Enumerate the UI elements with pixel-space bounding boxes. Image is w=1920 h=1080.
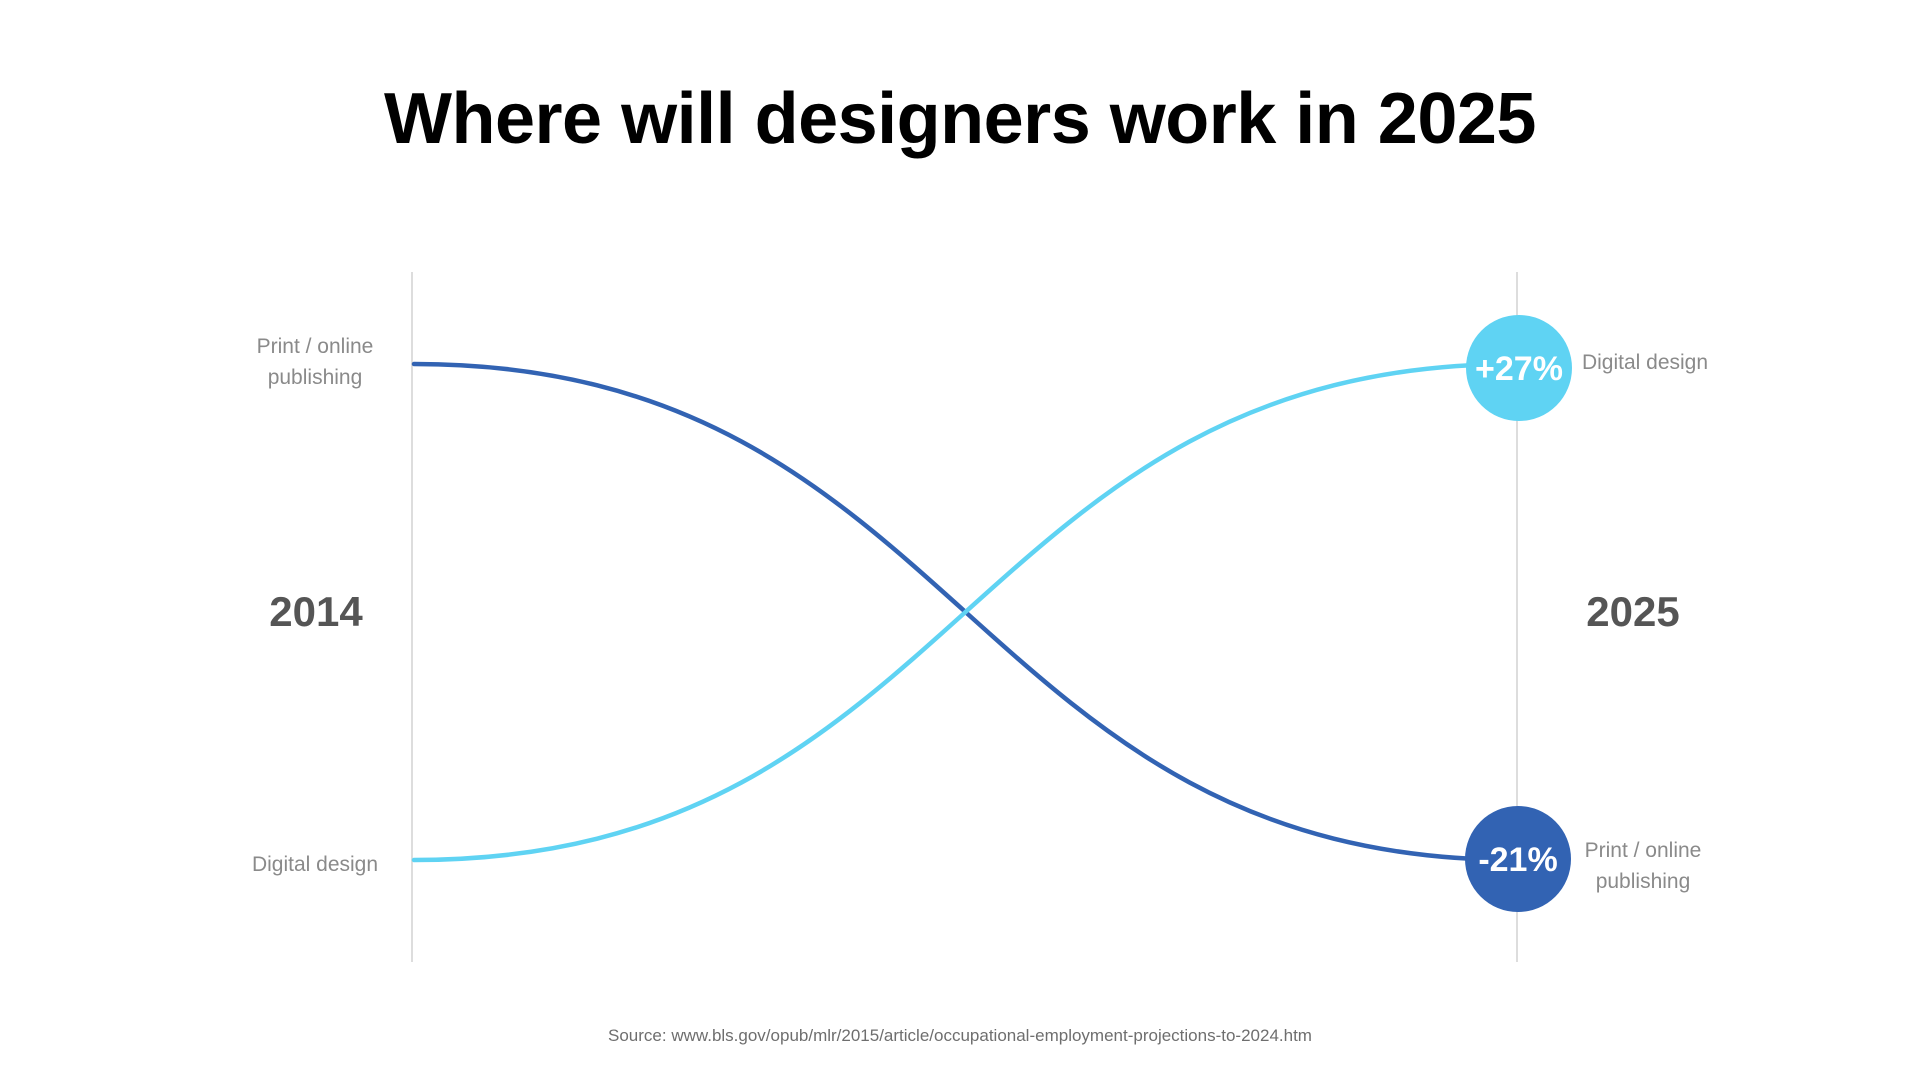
- change-value-digital-design: +27%: [1475, 350, 1563, 388]
- change-badge-digital-design: [1466, 315, 1572, 421]
- chart-title: Where will designers work in 2025: [384, 79, 1536, 159]
- end-label-digital-design: Digital design: [1581, 351, 1709, 374]
- x-tick-2014: 2014: [269, 588, 363, 635]
- start-label-digital-design: Digital design: [251, 853, 379, 876]
- change-badge-print-publishing: [1465, 806, 1571, 912]
- start-label-print-publishing: Print / online publishing: [256, 335, 374, 389]
- change-value-print-publishing: -21%: [1478, 841, 1557, 879]
- x-tick-2025: 2025: [1586, 588, 1680, 635]
- series-line-digital-design: [411, 361, 1520, 863]
- end-label-print-publishing: Print / online publishing: [1584, 839, 1702, 893]
- source-note: Source: www.bls.gov/opub/mlr/2015/articl…: [608, 1026, 1312, 1045]
